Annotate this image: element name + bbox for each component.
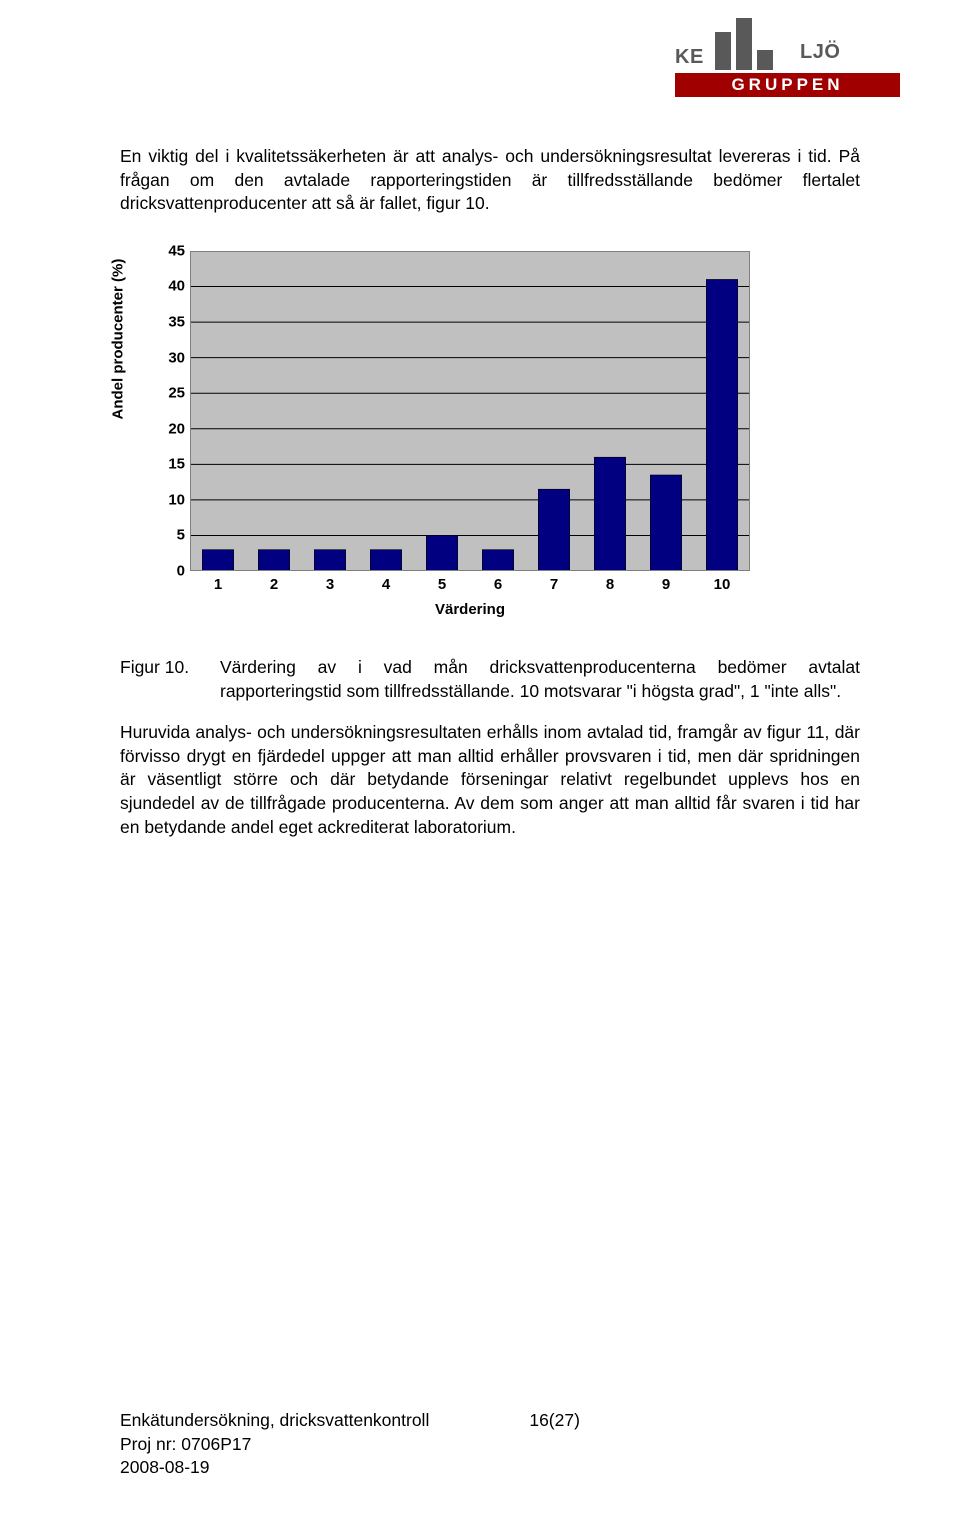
x-tick-label: 4 — [382, 576, 390, 593]
figure-caption: Figur 10. Värdering av i vad mån dricksv… — [120, 656, 860, 703]
footer-date: 2008-08-19 — [120, 1456, 860, 1480]
y-tick-label: 5 — [155, 527, 185, 544]
y-tick-label: 15 — [155, 456, 185, 473]
chart-plot-area — [190, 251, 750, 571]
page-footer: Enkätundersökning, dricksvattenkontroll … — [120, 1409, 860, 1480]
caption-label: Figur 10. — [120, 656, 220, 703]
x-axis-title: Värdering — [190, 601, 750, 618]
x-tick-label: 7 — [550, 576, 558, 593]
y-tick-label: 35 — [155, 313, 185, 330]
x-tick-label: 1 — [214, 576, 222, 593]
footer-page-number: 16(27) — [529, 1409, 580, 1433]
footer-title: Enkätundersökning, dricksvattenkontroll — [120, 1409, 429, 1433]
y-tick-label: 0 — [155, 562, 185, 579]
x-axis-labels: 1 2 3 4 5 6 7 8 9 10 — [190, 576, 750, 596]
x-tick-label: 6 — [494, 576, 502, 593]
x-tick-label: 8 — [606, 576, 614, 593]
x-tick-label: 2 — [270, 576, 278, 593]
logo-text: KE LJÖ — [675, 46, 704, 69]
y-tick-label: 25 — [155, 385, 185, 402]
footer-proj: Proj nr: 0706P17 — [120, 1433, 860, 1457]
y-tick-label: 45 — [155, 242, 185, 259]
intro-paragraph: En viktig del i kvalitetssäkerheten är a… — [120, 145, 860, 216]
chart-figure-10: Andel producenter (%) 051015202530354045… — [110, 241, 770, 626]
x-tick-label: 10 — [714, 576, 731, 593]
x-tick-label: 5 — [438, 576, 446, 593]
y-tick-label: 10 — [155, 491, 185, 508]
y-tick-label: 40 — [155, 278, 185, 295]
y-axis-title: Andel producenter (%) — [110, 259, 127, 420]
caption-text: Värdering av i vad mån dricksvattenprodu… — [220, 656, 860, 703]
logo-subtitle: GRUPPEN — [675, 73, 900, 97]
x-tick-label: 3 — [326, 576, 334, 593]
y-axis-labels: 051015202530354045 — [155, 251, 185, 571]
logo: KE LJÖ GRUPPEN — [675, 18, 900, 93]
y-tick-label: 30 — [155, 349, 185, 366]
x-tick-label: 9 — [662, 576, 670, 593]
body-paragraph-2: Huruvida analys- och undersökningsresult… — [120, 721, 860, 839]
y-tick-label: 20 — [155, 420, 185, 437]
